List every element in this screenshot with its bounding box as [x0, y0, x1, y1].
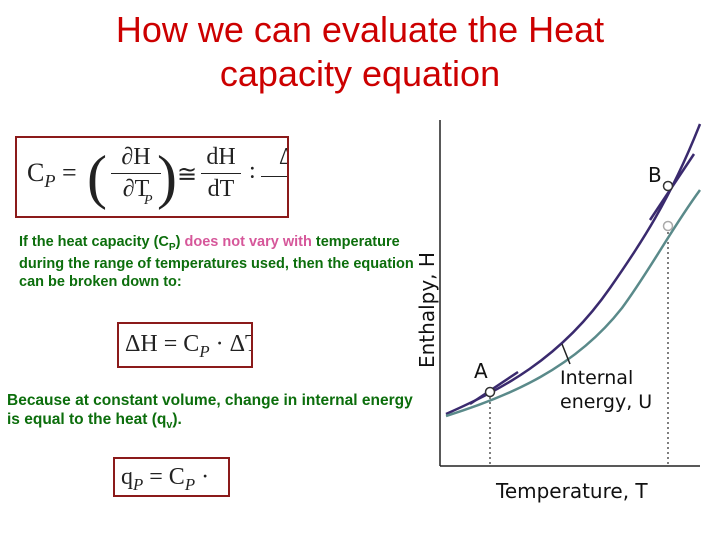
y-axis-label: Enthalpy, H	[415, 252, 439, 368]
constant-cp-paragraph: If the heat capacity (CP) does not vary …	[19, 234, 419, 291]
title-line-1: How we can evaluate the Heat	[115, 9, 605, 50]
eq1-approx: ≅	[177, 162, 198, 188]
eq1-partial-denominator: ∂T	[122, 176, 150, 202]
eq1-truncated-bar	[261, 176, 287, 177]
para2-end: ).	[172, 411, 182, 428]
eq1-delta: Δ	[279, 144, 287, 171]
point-a-marker	[484, 386, 496, 398]
eq3-c-subscript: P	[184, 474, 196, 494]
slide-title: How we can evaluate the Heat capacity eq…	[0, 8, 720, 96]
point-a-label: A	[474, 359, 488, 383]
tangent-line-a	[469, 370, 519, 406]
para2-subscript: v	[166, 419, 173, 432]
para1-cp: CP	[158, 234, 176, 253]
eq2-subscript: P	[199, 341, 210, 361]
internal-energy-pointer	[561, 343, 571, 365]
eq1-paren-right: )	[157, 144, 177, 210]
eq3-q-subscript: P	[133, 474, 144, 494]
eq1-numerator: dH	[201, 144, 241, 174]
delta-h-equation: ΔH = CP · ΔT	[117, 322, 253, 368]
eq1-partial-numerator: ∂H	[111, 144, 161, 174]
eq1-fraction: dH dT	[201, 144, 241, 203]
para1-text-rest: temperature during the range of temperat…	[19, 234, 414, 290]
para1-text-pre: If the heat capacity (	[19, 234, 159, 250]
internal-energy-label-line2: energy, U	[560, 391, 652, 413]
constant-volume-paragraph: Because at constant volume, change in in…	[7, 391, 427, 435]
point-b-label: B	[648, 163, 662, 187]
enthalpy-energy-diagram: A B Internal energy, U Enthalpy, H Tempe…	[415, 120, 702, 503]
point-b-marker	[662, 180, 674, 192]
eq1-equals: =	[61, 158, 77, 187]
para1-text-close: )	[175, 234, 181, 250]
eq1-partial-fraction: ∂H ∂T	[111, 144, 161, 203]
eq1-denominator: dT	[207, 176, 235, 202]
internal-energy-label-line1: Internal	[560, 367, 633, 389]
eq1-paren-left: (	[87, 144, 107, 210]
heat-capacity-definition-equation: CP = ( ∂H ∂T ) P ≅ dH dT : Δ	[15, 136, 289, 218]
point-u-marker	[662, 220, 674, 232]
eq2-rest: · ΔT	[215, 331, 251, 357]
heat-equation: qP = CP ·	[113, 457, 230, 497]
eq2-main: ΔH = C	[125, 331, 200, 357]
title-line-2: capacity equation	[219, 53, 501, 94]
eq1-subscript-p: P	[144, 193, 153, 208]
para2-text: Because at constant volume, change in in…	[7, 392, 413, 428]
para1-highlight: does not vary with	[180, 234, 312, 250]
internal-energy-curve	[445, 189, 702, 418]
eq1-colon: :	[249, 158, 256, 184]
eq3-q: q	[121, 464, 133, 490]
eq3-rest: ·	[195, 464, 210, 490]
x-axis-label: Temperature, T	[495, 479, 648, 503]
eq3-mid: = C	[143, 464, 185, 490]
eq1-cp: CP	[27, 158, 56, 192]
